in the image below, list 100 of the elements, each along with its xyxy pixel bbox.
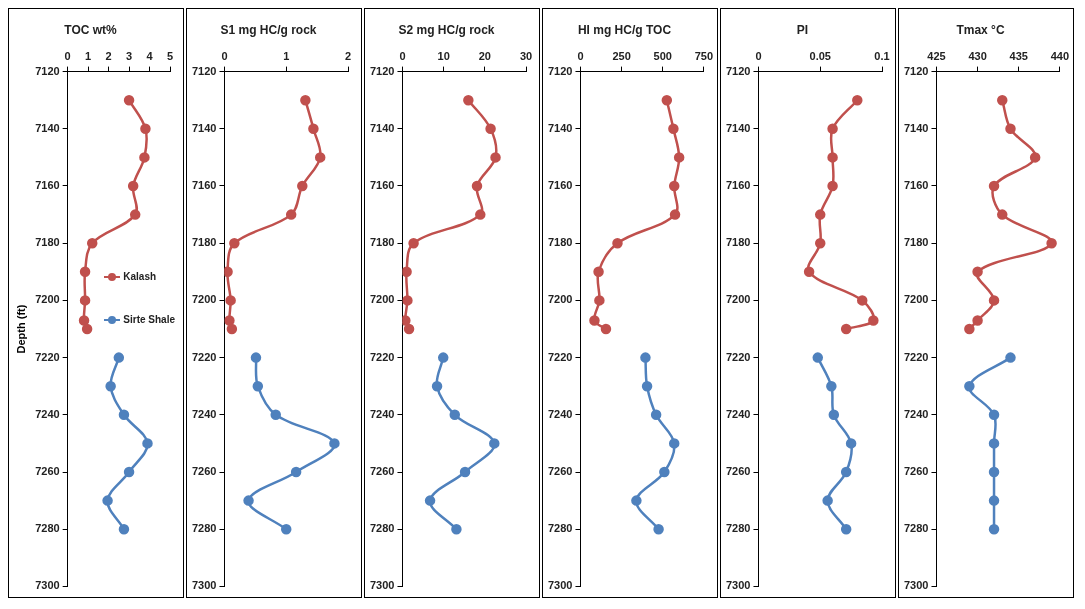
point	[668, 123, 679, 135]
point	[79, 295, 91, 306]
point	[139, 152, 150, 163]
chart-title: S2 mg HC/g rock	[398, 22, 495, 37]
y-tick-label: 7160	[903, 179, 929, 192]
point	[123, 94, 135, 106]
point	[814, 209, 826, 220]
point	[641, 380, 653, 392]
y-tick-label: 7240	[903, 407, 929, 420]
y-tick-label: 7200	[903, 293, 929, 306]
point	[828, 409, 840, 421]
y-tick-label: 7300	[725, 579, 751, 592]
point	[964, 323, 975, 335]
y-tick-label: 7260	[369, 465, 395, 478]
point	[403, 323, 415, 335]
point	[127, 180, 139, 192]
x-tick-label: 0	[399, 50, 406, 63]
point	[475, 209, 486, 220]
point	[669, 209, 681, 220]
point	[402, 295, 413, 306]
x-tick-label: 0	[64, 50, 71, 63]
point	[285, 209, 297, 220]
point	[972, 315, 983, 326]
chart-title: HI mg HC/g TOC	[577, 22, 672, 37]
x-tick-label: 2	[344, 50, 352, 63]
point	[840, 323, 852, 335]
y-tick-label: 7180	[191, 236, 217, 249]
y-tick-label: 7240	[369, 407, 395, 420]
y-tick-label: 7280	[547, 522, 573, 535]
x-tick-label: 3	[126, 50, 133, 63]
point	[79, 266, 91, 278]
point	[964, 380, 975, 392]
point	[1029, 152, 1041, 163]
point	[600, 323, 612, 335]
point	[827, 152, 838, 163]
point	[589, 315, 600, 326]
x-tick-label: 250	[612, 50, 631, 63]
point	[252, 380, 264, 392]
chart-title: TOC wt%	[64, 22, 118, 37]
x-tick-label: 0.1	[874, 50, 890, 63]
legend-label: Kalash	[123, 271, 157, 282]
x-tick-label: 0	[221, 50, 228, 63]
point	[402, 315, 411, 326]
y-tick-label: 7180	[725, 236, 751, 249]
y-tick-label: 7120	[191, 64, 217, 77]
point	[270, 409, 281, 421]
point	[868, 315, 879, 326]
point	[489, 438, 500, 449]
y-tick-label: 7280	[35, 522, 60, 535]
y-tick-label: 7160	[725, 179, 751, 192]
point	[1005, 352, 1016, 363]
point	[988, 466, 1000, 478]
point	[224, 315, 235, 326]
y-tick-label: 7300	[35, 579, 60, 592]
point	[224, 266, 233, 278]
point	[485, 123, 496, 135]
y-tick-label: 7240	[35, 407, 60, 420]
point	[840, 523, 852, 535]
point	[826, 380, 837, 392]
point	[424, 495, 436, 506]
point	[1046, 237, 1057, 249]
point	[118, 409, 130, 421]
point	[86, 237, 98, 249]
point	[402, 266, 412, 278]
point	[827, 180, 838, 192]
point	[988, 523, 1000, 535]
y-tick-label: 7180	[547, 236, 573, 249]
y-tick-label: 7280	[369, 522, 395, 535]
point	[803, 266, 815, 278]
x-tick-label: 430	[968, 50, 987, 63]
x-tick-label: 10	[437, 50, 450, 63]
y-tick-label: 7180	[35, 236, 60, 249]
y-tick-label: 7120	[903, 64, 929, 77]
point	[459, 466, 471, 478]
x-tick-label: 425	[927, 50, 946, 63]
y-tick-label: 7200	[369, 293, 395, 306]
y-tick-label: 7280	[725, 522, 751, 535]
point	[290, 466, 302, 478]
point	[988, 180, 1000, 192]
point	[1005, 123, 1016, 135]
y-tick-label: 7240	[725, 407, 751, 420]
y-tick-label: 7140	[547, 121, 573, 134]
y-tick-label: 7200	[191, 293, 217, 306]
point	[81, 323, 93, 335]
x-tick-label: 750	[694, 50, 713, 63]
point	[659, 466, 670, 478]
x-tick-label: 4	[146, 50, 154, 63]
y-tick-label: 7120	[369, 64, 395, 77]
point	[631, 495, 642, 506]
legend-label: Sirte Shale	[123, 314, 175, 325]
point	[142, 438, 153, 449]
point	[280, 523, 292, 535]
point	[113, 352, 125, 363]
y-tick-label: 7160	[369, 179, 395, 192]
point	[105, 380, 116, 392]
x-tick-label: 5	[166, 50, 174, 63]
y-tick-label: 7260	[35, 465, 60, 478]
point	[408, 237, 419, 249]
point	[123, 466, 135, 478]
y-tick-label: 7300	[191, 579, 217, 592]
